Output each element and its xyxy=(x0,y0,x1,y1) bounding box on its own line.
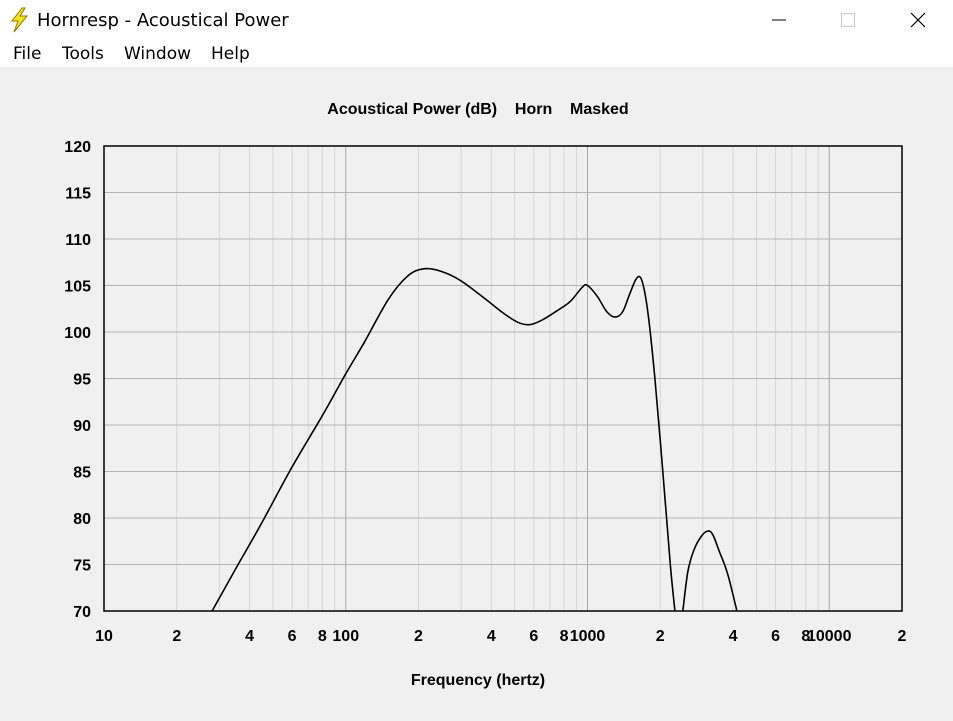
x-tick-label: 2 xyxy=(656,628,665,645)
y-tick-label: 110 xyxy=(65,232,91,249)
x-tick-label: 10 xyxy=(95,628,113,645)
x-tick-label: 6 xyxy=(771,628,780,645)
window-title: Hornresp - Acoustical Power xyxy=(37,10,289,31)
y-tick-label: 80 xyxy=(73,511,91,528)
y-tick-label: 95 xyxy=(73,372,91,389)
x-tick-label: 1000 xyxy=(570,628,606,645)
maximize-button[interactable] xyxy=(824,0,870,40)
y-tick-label: 105 xyxy=(64,279,91,296)
x-tick-label: 2 xyxy=(172,628,181,645)
close-button[interactable] xyxy=(895,0,941,40)
y-tick-label: 90 xyxy=(73,418,91,435)
lightning-bolt-icon xyxy=(8,7,30,33)
x-tick-label: 8 xyxy=(318,628,327,645)
acoustical-power-chart: Acoustical Power (dB) Horn Masked 120 115… xyxy=(64,101,907,689)
x-tick-label: 4 xyxy=(729,628,738,645)
y-tick-label: 75 xyxy=(73,558,91,575)
y-tick-label: 85 xyxy=(73,465,91,482)
power-curve-segment xyxy=(682,530,738,612)
x-tick-label: 100 xyxy=(332,628,359,645)
minimize-button[interactable] xyxy=(755,0,801,40)
minimize-icon xyxy=(772,19,786,21)
chart-area: Acoustical Power (dB) Horn Masked 120 115… xyxy=(0,67,953,716)
x-tick-label: 8 xyxy=(560,628,569,645)
x-tick-label: 4 xyxy=(245,628,254,645)
menu-tools[interactable]: Tools xyxy=(62,44,104,64)
chart-title: Acoustical Power (dB) Horn Masked xyxy=(327,101,628,118)
x-tick-label: 6 xyxy=(288,628,297,645)
menu-file[interactable]: File xyxy=(13,44,42,64)
x-tick-label: 2 xyxy=(414,628,423,645)
menu-help[interactable]: Help xyxy=(211,44,250,64)
close-icon xyxy=(910,12,926,28)
plot-frame xyxy=(103,145,903,612)
menu-bar: File Tools Window Help xyxy=(0,40,953,67)
y-tick-label: 100 xyxy=(64,325,91,342)
x-axis-label: Frequency (hertz) xyxy=(411,672,545,689)
maximize-icon xyxy=(841,13,855,27)
title-bar: Hornresp - Acoustical Power xyxy=(0,0,953,40)
y-tick-label: 70 xyxy=(73,604,91,621)
power-curve-segment xyxy=(211,267,676,612)
menu-window[interactable]: Window xyxy=(124,44,192,64)
x-tick-label: 4 xyxy=(487,628,496,645)
y-tick-label: 115 xyxy=(65,186,91,203)
x-tick-label: 8 xyxy=(801,628,810,645)
y-tick-label: 120 xyxy=(64,139,91,156)
x-tick-label: 10000 xyxy=(807,628,852,645)
x-tick-label: 6 xyxy=(529,628,538,645)
x-tick-label: 2 xyxy=(898,628,907,645)
